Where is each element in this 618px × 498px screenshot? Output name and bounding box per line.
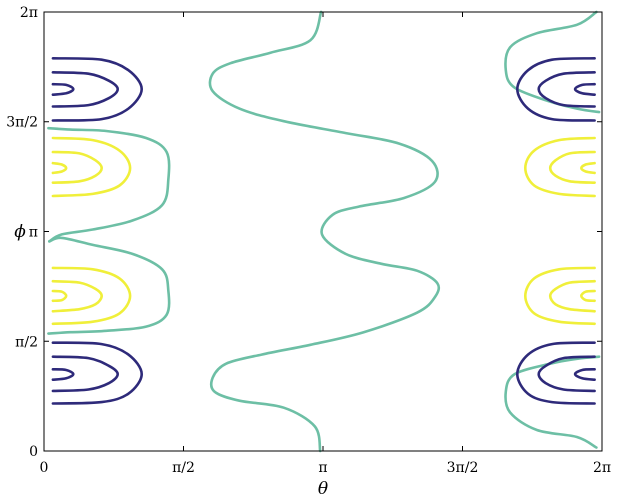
axis-ticks: 0 π/2 π 3π/2 2π 0 π/2 π 3π/2 2π (6, 5, 611, 476)
contour-line-bright-24 (548, 150, 596, 184)
y-tick-label: 3π/2 (6, 115, 38, 131)
contour-line-bright-27 (548, 279, 596, 313)
contour-line-bright-22 (51, 289, 68, 303)
contour-line-dark-12 (537, 71, 596, 108)
x-tick-label: π (318, 460, 327, 476)
contour-line-mid-0 (208, 10, 441, 453)
contour-line-mid-4 (504, 355, 601, 449)
contour-line-bright-25 (580, 161, 596, 175)
contour-line-bright-21 (51, 279, 103, 313)
contour-line-mid-1 (47, 126, 171, 243)
contour-line-dark-9 (51, 355, 119, 393)
x-tick-label: π/2 (172, 460, 195, 476)
x-tick-label: 2π (593, 460, 611, 476)
y-tick-label: 0 (29, 444, 38, 460)
contour-line-bright-20 (51, 266, 132, 326)
x-tick-label: 0 (40, 460, 49, 476)
contour-line-dark-10 (51, 368, 75, 381)
contour-line-dark-16 (573, 368, 596, 381)
contour-line-bright-28 (580, 289, 596, 303)
contour-line-dark-7 (51, 82, 75, 96)
contour-line-bright-18 (51, 150, 103, 184)
contour-line-dark-8 (51, 341, 143, 405)
contour-line-bright-17 (51, 136, 132, 198)
y-tick-label: 2π (20, 5, 38, 21)
contour-line-dark-15 (537, 355, 596, 393)
contour-line-bright-26 (524, 266, 596, 326)
contour-line-mid-2 (47, 236, 171, 335)
y-tick-label: π (29, 224, 38, 240)
contour-line-dark-6 (51, 71, 119, 108)
contour-line-bright-23 (524, 136, 596, 198)
contour-line-bright-19 (51, 161, 68, 175)
contour-line-dark-11 (516, 57, 596, 122)
contour-lines (47, 10, 601, 453)
contour-line-dark-13 (573, 82, 596, 96)
y-tick-label: π/2 (15, 334, 38, 350)
plot-frame (43, 11, 603, 452)
contour-line-dark-5 (51, 57, 143, 122)
x-axis-label: θ (318, 479, 328, 498)
x-tick-label: 3π/2 (447, 460, 479, 476)
y-axis-label: ϕ (14, 222, 26, 242)
contour-line-dark-14 (516, 341, 596, 405)
